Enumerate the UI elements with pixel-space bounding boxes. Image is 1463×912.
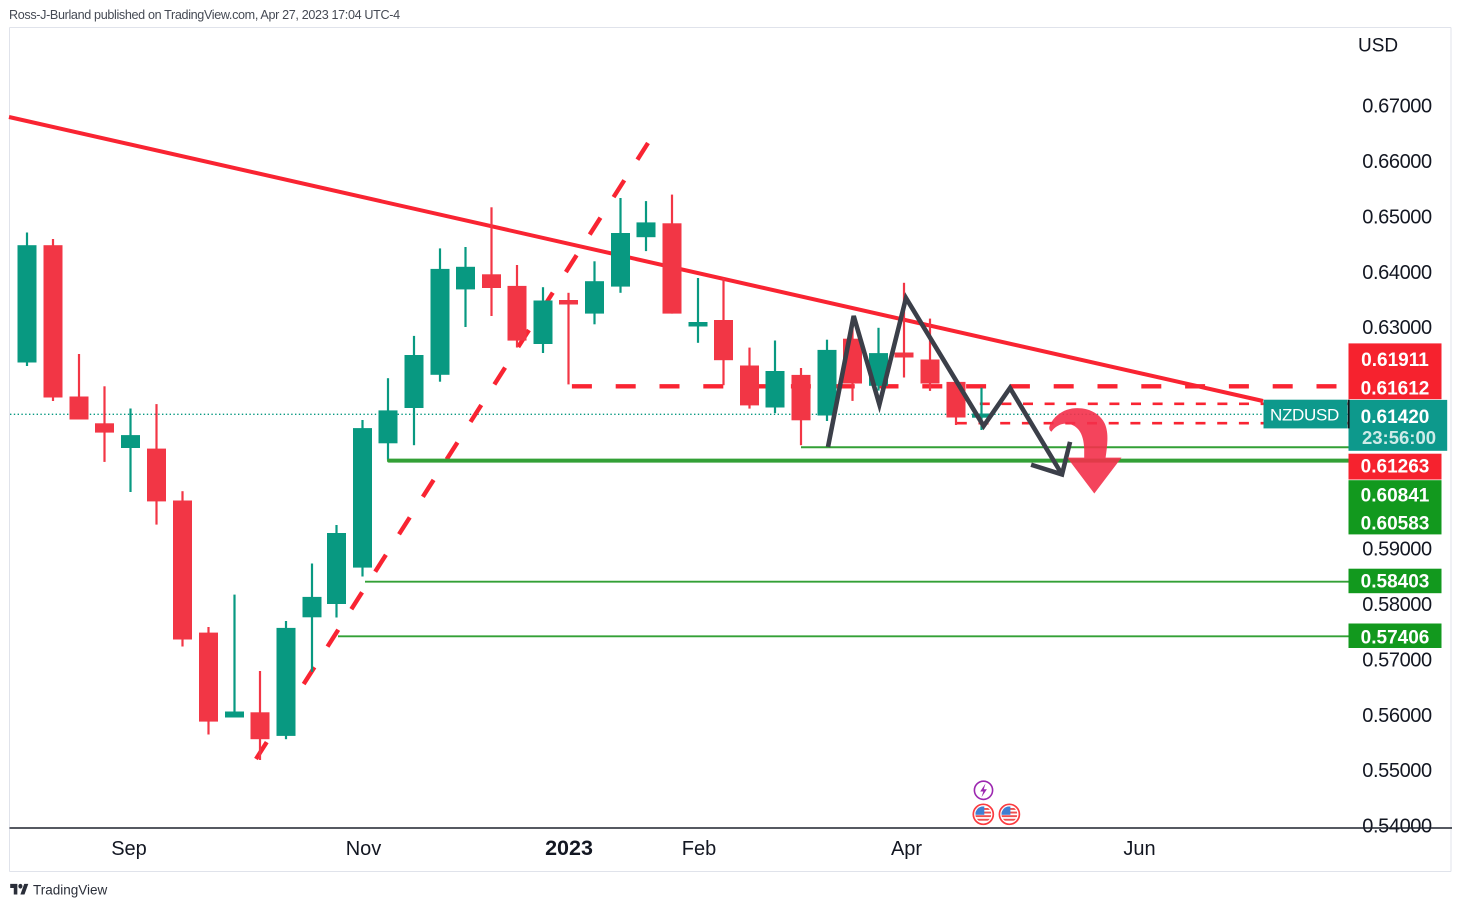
svg-text:23:56:00: 23:56:00 [1362, 427, 1436, 448]
svg-text:0.61911: 0.61911 [1361, 350, 1429, 371]
svg-text:Jun: Jun [1123, 838, 1155, 860]
svg-text:0.55000: 0.55000 [1362, 760, 1432, 782]
svg-text:0.60583: 0.60583 [1361, 513, 1430, 534]
svg-text:Ross-J-Burland published on Tr: Ross-J-Burland published on TradingView.… [9, 8, 400, 22]
svg-text:0.57406: 0.57406 [1361, 628, 1430, 649]
svg-text:0.54000: 0.54000 [1362, 816, 1432, 838]
svg-text:0.58403: 0.58403 [1361, 572, 1430, 593]
svg-text:Apr: Apr [891, 838, 922, 860]
svg-text:USD: USD [1358, 36, 1398, 57]
svg-text:0.61612: 0.61612 [1361, 378, 1430, 399]
svg-text:0.59000: 0.59000 [1362, 539, 1432, 561]
svg-text:0.56000: 0.56000 [1362, 705, 1432, 727]
svg-text:Nov: Nov [346, 838, 382, 860]
svg-text:0.61263: 0.61263 [1361, 456, 1430, 477]
svg-text:0.60841: 0.60841 [1361, 485, 1430, 506]
svg-text:0.67000: 0.67000 [1362, 96, 1432, 118]
svg-text:TradingView: TradingView [33, 882, 108, 897]
svg-text:0.65000: 0.65000 [1362, 206, 1432, 228]
svg-text:2023: 2023 [545, 836, 593, 860]
svg-text:NZDUSD: NZDUSD [1270, 406, 1339, 425]
svg-text:0.61420: 0.61420 [1361, 407, 1430, 428]
svg-text:Feb: Feb [682, 838, 716, 860]
svg-text:0.63000: 0.63000 [1362, 317, 1432, 339]
svg-text:Sep: Sep [111, 838, 147, 860]
svg-text:0.66000: 0.66000 [1362, 151, 1432, 173]
svg-text:0.57000: 0.57000 [1362, 649, 1432, 671]
svg-text:0.64000: 0.64000 [1362, 262, 1432, 284]
svg-text:0.58000: 0.58000 [1362, 594, 1432, 616]
